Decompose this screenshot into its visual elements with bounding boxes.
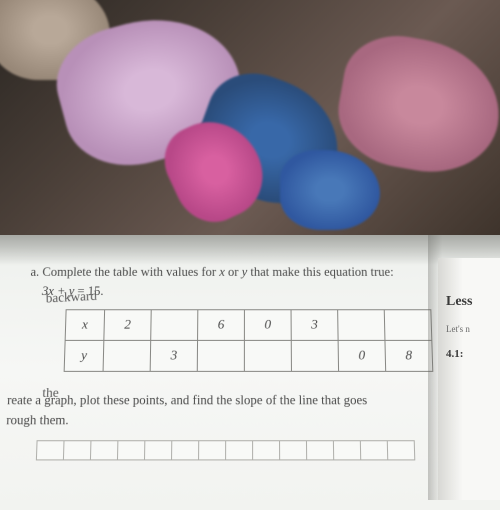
lesson-heading: Less bbox=[446, 294, 496, 310]
question-text: a. Complete the table with values for x … bbox=[30, 263, 484, 282]
grid-cell bbox=[333, 441, 360, 460]
table-row-y: y 3 0 8 bbox=[64, 340, 433, 371]
grid-cell bbox=[280, 441, 307, 460]
table-cell: 0 bbox=[338, 340, 386, 371]
fabric-patch bbox=[280, 150, 380, 230]
grid-cell bbox=[306, 441, 333, 460]
table-cell bbox=[151, 309, 198, 340]
grid-cell bbox=[199, 441, 226, 460]
grid-cell bbox=[360, 441, 387, 460]
instruction-text: reate a graph, plot these points, and fi… bbox=[6, 390, 490, 429]
handwritten-annotation: backward bbox=[46, 288, 97, 307]
grid-cell bbox=[63, 441, 91, 460]
table-cell: 0 bbox=[244, 309, 291, 340]
equation: 3x + y = 15. bbox=[42, 284, 485, 299]
table-cell bbox=[291, 340, 338, 371]
table-cell bbox=[338, 309, 385, 340]
table-cell: 3 bbox=[150, 340, 197, 371]
table-cell bbox=[244, 340, 291, 371]
table-row-x: x 2 6 0 3 bbox=[65, 309, 432, 340]
lesson-subtext: Let's n bbox=[446, 324, 496, 334]
grid-cell bbox=[117, 441, 144, 460]
table-cell: 6 bbox=[198, 309, 245, 340]
handwritten-annotation: the bbox=[42, 384, 59, 401]
table-cell: 2 bbox=[104, 309, 151, 340]
grid-cell bbox=[90, 441, 117, 460]
graph-grid bbox=[36, 440, 491, 460]
table-cell bbox=[384, 309, 432, 340]
xy-table: x 2 6 0 3 y 3 0 8 bbox=[64, 309, 488, 372]
question-middle: or bbox=[225, 265, 242, 279]
grid-cell bbox=[253, 441, 280, 460]
table-cell: 8 bbox=[385, 340, 433, 371]
grid-cell bbox=[226, 441, 253, 460]
instruction-line2: rough them. bbox=[6, 412, 69, 427]
grid-cell bbox=[387, 441, 414, 460]
background-photo bbox=[0, 0, 500, 260]
table-cell: 3 bbox=[291, 309, 338, 340]
instruction-line1: reate a graph, plot these points, and fi… bbox=[7, 392, 367, 407]
section-number: 4.1: bbox=[446, 348, 496, 360]
page-curve-shadow bbox=[0, 235, 500, 265]
grid-cell bbox=[172, 441, 199, 460]
question-suffix: that make this equation true: bbox=[247, 265, 394, 279]
question-prefix: a. Complete the table with values for bbox=[30, 265, 219, 279]
grid-cell bbox=[144, 441, 171, 460]
row-header-x: x bbox=[65, 309, 104, 340]
textbook-page: a. Complete the table with values for x … bbox=[0, 235, 500, 510]
facing-page: Less Let's n 4.1: bbox=[438, 258, 500, 500]
table-cell bbox=[103, 340, 151, 371]
grid-cell bbox=[36, 441, 64, 460]
table-cell bbox=[197, 340, 244, 371]
row-header-y: y bbox=[64, 340, 104, 371]
